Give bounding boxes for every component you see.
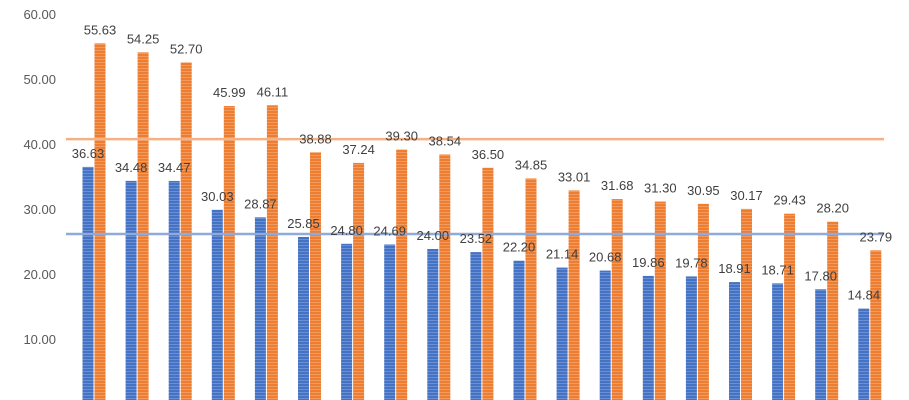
data-label-blue: 17.80	[804, 268, 837, 283]
data-label-blue: 34.48	[115, 160, 148, 175]
bar-orange	[697, 203, 709, 400]
reference-lines	[66, 137, 884, 236]
data-label-blue: 23.52	[460, 231, 493, 246]
bar-blue	[82, 166, 94, 400]
bar-orange	[784, 213, 796, 400]
bar-orange	[439, 154, 451, 400]
bar-orange	[353, 162, 365, 400]
data-label-blue: 18.71	[761, 262, 794, 277]
data-label-orange: 31.30	[644, 181, 677, 196]
data-label-orange: 37.24	[342, 142, 375, 157]
bar-blue	[341, 243, 353, 400]
data-label-blue: 24.00	[417, 228, 450, 243]
bar-orange	[827, 221, 839, 400]
y-tick-label: 40.00	[23, 137, 56, 152]
data-labels: 36.63 55.63 34.48 54.25 34.47 52.70 30.03 45.99…	[72, 22, 892, 302]
data-label-orange: 34.85	[515, 157, 548, 172]
data-label-orange: 30.17	[730, 188, 763, 203]
data-label-orange: 29.43	[773, 193, 806, 208]
bar-orange	[525, 178, 537, 400]
data-label-orange: 31.68	[601, 178, 634, 193]
data-label-orange: 38.54	[429, 133, 462, 148]
data-label-blue: 24.80	[330, 223, 363, 238]
bar-blue	[168, 180, 180, 400]
y-tick-label: 30.00	[23, 202, 56, 217]
bar-blue	[815, 289, 827, 400]
bar-blue	[599, 270, 611, 400]
bar-orange	[870, 250, 882, 400]
data-label-orange: 52.70	[170, 41, 203, 56]
data-label-blue: 20.68	[589, 250, 622, 265]
bar-blue	[427, 249, 439, 400]
bars-group	[82, 43, 882, 400]
bar-orange	[654, 201, 666, 400]
data-label-blue: 34.47	[158, 160, 191, 175]
y-tick-label: 60.00	[23, 7, 56, 22]
bar-blue	[685, 276, 697, 400]
bar-blue	[556, 267, 568, 400]
data-label-blue: 24.69	[373, 224, 406, 239]
bar-blue	[729, 282, 740, 400]
data-label-orange: 33.01	[558, 169, 591, 184]
bar-orange	[94, 43, 106, 400]
bar-blue	[470, 252, 482, 400]
bar-orange	[741, 208, 752, 400]
bar-blue	[513, 260, 525, 400]
bar-orange	[266, 105, 278, 400]
bar-orange	[310, 152, 321, 400]
bar-orange	[137, 52, 149, 400]
bar-blue	[254, 217, 266, 400]
data-label-blue: 30.03	[201, 189, 234, 204]
bar-orange	[223, 106, 235, 400]
data-label-blue: 19.86	[632, 255, 665, 270]
data-label-blue: 28.87	[244, 196, 277, 211]
data-label-orange: 39.30	[385, 129, 418, 144]
bar-blue	[211, 209, 223, 400]
bar-orange	[396, 149, 408, 400]
data-label-blue: 18.91	[718, 261, 751, 276]
data-label-orange: 28.20	[816, 201, 849, 216]
bar-blue	[642, 275, 654, 400]
bar-orange	[568, 190, 580, 400]
data-label-blue: 36.63	[72, 146, 105, 161]
data-label-orange: 38.88	[299, 131, 332, 146]
data-label-orange: 36.50	[472, 147, 505, 162]
data-label-blue: 21.14	[546, 247, 579, 262]
bar-blue	[858, 308, 870, 400]
data-label-blue: 22.20	[503, 240, 536, 255]
data-label-orange: 30.95	[687, 183, 720, 198]
data-label-blue: 25.85	[287, 216, 320, 231]
bar-blue	[772, 283, 784, 400]
bar-orange	[482, 167, 494, 400]
data-label-orange: 55.63	[84, 22, 117, 37]
y-axis: 10.00 20.00 30.00 40.00 50.00 60.00	[23, 7, 56, 347]
bar-orange	[180, 62, 192, 400]
y-tick-label: 50.00	[23, 72, 56, 87]
data-label-blue: 19.78	[675, 255, 708, 270]
data-label-orange: 45.99	[213, 85, 246, 100]
bar-blue	[298, 236, 309, 400]
bar-orange	[611, 199, 623, 400]
data-label-orange: 46.11	[257, 84, 289, 99]
y-tick-label: 10.00	[23, 332, 56, 347]
data-label-orange: 54.25	[127, 31, 160, 46]
bar-blue	[125, 180, 137, 400]
y-tick-label: 20.00	[23, 267, 56, 282]
bar-blue	[384, 244, 396, 400]
data-label-blue: 14.84	[848, 288, 881, 303]
data-label-orange: 23.79	[860, 229, 893, 244]
